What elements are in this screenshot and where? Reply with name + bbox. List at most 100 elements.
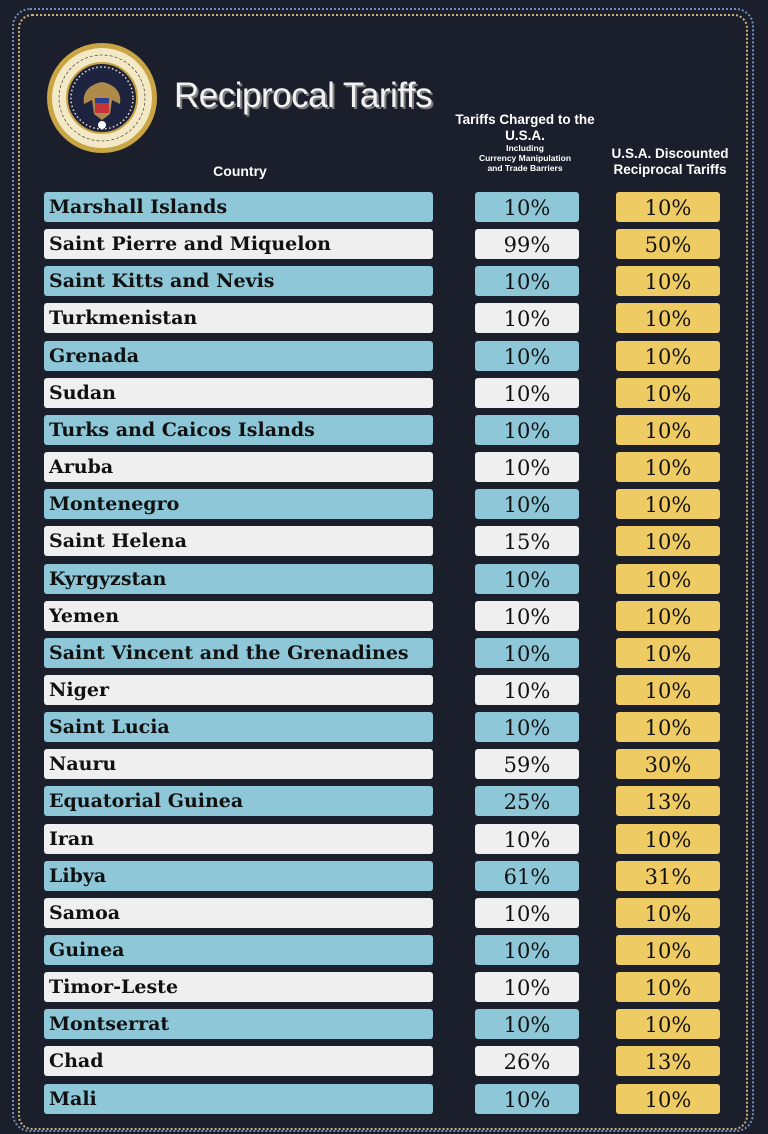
country-cell: Niger: [44, 674, 433, 705]
country-cell: Saint Helena: [44, 526, 433, 557]
country-cell: Grenada: [44, 340, 433, 371]
table-row: Turkmenistan 10% 10%: [0, 303, 768, 334]
table-row: Turks and Caicos Islands 10% 10%: [0, 414, 768, 445]
discounted-tariff-cell: 30%: [616, 749, 720, 780]
country-cell: Marshall Islands: [44, 192, 433, 222]
tariffs-charged-column-header: Tariffs Charged to the U.S.A. Including …: [455, 112, 595, 174]
tariffs-charged-cell: 10%: [475, 1009, 579, 1040]
discounted-tariff-cell: 10%: [616, 972, 720, 1003]
discounted-tariff-cell: 10%: [616, 1083, 720, 1114]
country-cell: Mali: [44, 1083, 433, 1114]
country-cell: Montenegro: [44, 489, 433, 520]
tariffs-charged-cell: 10%: [475, 192, 579, 222]
tariffs-charged-cell: 10%: [475, 823, 579, 854]
discounted-tariff-cell: 31%: [616, 860, 720, 891]
country-cell: Saint Pierre and Miquelon: [44, 229, 433, 260]
tariffs-charged-cell: 26%: [475, 1046, 579, 1077]
discounted-tariff-cell: 10%: [616, 489, 720, 520]
country-cell: Nauru: [44, 749, 433, 780]
table-row: Saint Lucia 10% 10%: [0, 712, 768, 743]
country-cell: Montserrat: [44, 1009, 433, 1040]
country-cell: Yemen: [44, 600, 433, 631]
tariffs-charged-header-sub3: and Trade Barriers: [487, 163, 563, 174]
discounted-tariff-cell: 10%: [616, 526, 720, 557]
discounted-tariff-cell: 50%: [616, 229, 720, 260]
discounted-tariff-cell: 10%: [616, 897, 720, 928]
tariffs-charged-cell: 10%: [475, 266, 579, 297]
inner-border: [18, 14, 748, 1130]
discounted-tariff-cell: 13%: [616, 1046, 720, 1077]
country-cell: Samoa: [44, 897, 433, 928]
tariffs-charged-cell: 99%: [475, 229, 579, 260]
country-column-header: Country: [213, 163, 267, 179]
country-cell: Saint Vincent and the Grenadines: [44, 637, 433, 668]
tariffs-charged-cell: 61%: [475, 860, 579, 891]
discounted-tariff-cell: 10%: [616, 303, 720, 334]
table-row: Saint Helena 15% 10%: [0, 526, 768, 557]
tariffs-charged-cell: 10%: [475, 377, 579, 408]
presidential-seal-icon: [47, 43, 157, 153]
discounted-tariff-cell: 10%: [616, 192, 720, 222]
table-row: Grenada 10% 10%: [0, 340, 768, 371]
table-row: Samoa 10% 10%: [0, 897, 768, 928]
discounted-tariff-cell: 10%: [616, 414, 720, 445]
tariffs-charged-cell: 10%: [475, 897, 579, 928]
tariffs-charged-cell: 10%: [475, 1083, 579, 1114]
table-row: Saint Pierre and Miquelon 99% 50%: [0, 229, 768, 260]
page-title: Reciprocal Tariffs: [174, 76, 433, 115]
tariffs-charged-cell: 10%: [475, 712, 579, 743]
discounted-tariff-cell: 10%: [616, 823, 720, 854]
country-cell: Sudan: [44, 377, 433, 408]
discounted-tariff-cell: 10%: [616, 600, 720, 631]
table-row: Montserrat 10% 10%: [0, 1009, 768, 1040]
country-cell: Guinea: [44, 935, 433, 965]
tariffs-charged-cell: 59%: [475, 749, 579, 780]
table-row: Montenegro 10% 10%: [0, 489, 768, 520]
table-row: Libya 61% 31%: [0, 860, 768, 891]
table-row: Sudan 10% 10%: [0, 377, 768, 408]
discounted-tariff-cell: 10%: [616, 452, 720, 483]
table-row: Mali 10% 10%: [0, 1083, 768, 1114]
table-row: Yemen 10% 10%: [0, 600, 768, 631]
country-cell: Aruba: [44, 452, 433, 483]
tariffs-charged-header-sub2: Currency Manipulation: [478, 153, 572, 164]
table-row: Iran 10% 10%: [0, 823, 768, 854]
country-cell: Chad: [44, 1046, 433, 1077]
tariffs-charged-cell: 10%: [475, 637, 579, 668]
tariffs-charged-cell: 10%: [475, 489, 579, 520]
tariffs-charged-cell: 10%: [475, 674, 579, 705]
tariffs-charged-cell: 10%: [475, 303, 579, 334]
discounted-tariff-cell: 10%: [616, 340, 720, 371]
country-cell: Saint Kitts and Nevis: [44, 266, 433, 297]
table-row: Equatorial Guinea 25% 13%: [0, 786, 768, 817]
outer-border: [12, 8, 754, 1132]
tariffs-charged-cell: 15%: [475, 526, 579, 557]
discounted-tariff-cell: 10%: [616, 674, 720, 705]
table-row: Marshall Islands 10% 10%: [0, 192, 768, 222]
table-row: Saint Kitts and Nevis 10% 10%: [0, 266, 768, 297]
tariffs-charged-cell: 10%: [475, 563, 579, 594]
tariffs-charged-cell: 10%: [475, 452, 579, 483]
table-row: Aruba 10% 10%: [0, 452, 768, 483]
table-row: Saint Vincent and the Grenadines 10% 10%: [0, 637, 768, 668]
discounted-tariff-cell: 10%: [616, 712, 720, 743]
discounted-tariff-cell: 10%: [616, 637, 720, 668]
country-cell: Equatorial Guinea: [44, 786, 433, 817]
country-cell: Turkmenistan: [44, 303, 433, 334]
discounted-tariff-cell: 10%: [616, 377, 720, 408]
country-cell: Libya: [44, 860, 433, 891]
table-row: Nauru 59% 30%: [0, 749, 768, 780]
table-row: Timor-Leste 10% 10%: [0, 972, 768, 1003]
tariffs-charged-cell: 25%: [475, 786, 579, 817]
table-row: Chad 26% 13%: [0, 1046, 768, 1077]
tariffs-charged-cell: 10%: [475, 600, 579, 631]
table-row: Niger 10% 10%: [0, 674, 768, 705]
discounted-tariff-cell: 10%: [616, 563, 720, 594]
tariffs-charged-cell: 10%: [475, 414, 579, 445]
country-cell: Timor-Leste: [44, 972, 433, 1003]
tariffs-charged-cell: 10%: [475, 340, 579, 371]
tariffs-charged-cell: 10%: [475, 972, 579, 1003]
tariffs-charged-header-sub1: Including: [506, 143, 544, 154]
country-cell: Saint Lucia: [44, 712, 433, 743]
discounted-tariff-cell: 10%: [616, 266, 720, 297]
